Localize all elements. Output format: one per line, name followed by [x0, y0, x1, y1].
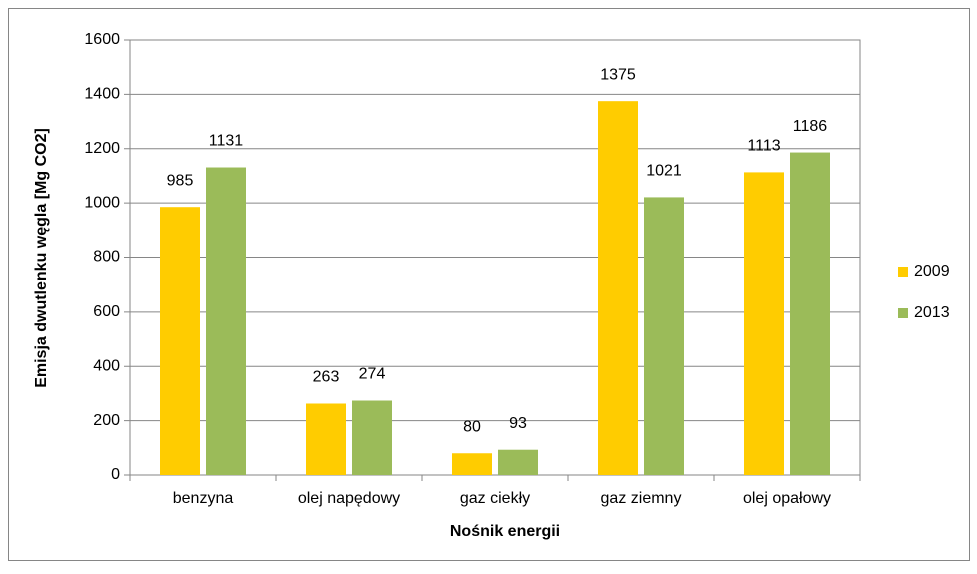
x-tick-label: gaz ziemny — [601, 490, 682, 507]
x-tick-label: benzyna — [173, 490, 234, 507]
y-tick-label: 1600 — [84, 31, 120, 48]
x-tick-label: gaz ciekły — [460, 490, 530, 507]
data-label: 1021 — [646, 163, 682, 180]
data-label: 1375 — [600, 66, 636, 83]
y-tick-label: 600 — [93, 303, 120, 320]
bar — [498, 449, 538, 475]
y-tick-label: 200 — [93, 412, 120, 429]
bar — [160, 207, 200, 475]
data-label: 1131 — [209, 133, 244, 150]
legend-label: 2013 — [914, 304, 950, 321]
data-label: 1186 — [793, 118, 828, 135]
bar — [352, 400, 392, 475]
legend-label: 2009 — [914, 263, 950, 280]
legend-swatch — [898, 267, 908, 277]
data-label: 263 — [313, 369, 340, 386]
y-tick-label: 800 — [93, 249, 120, 266]
y-tick-label: 400 — [93, 357, 120, 374]
bar — [598, 101, 638, 475]
data-label: 80 — [463, 418, 481, 435]
data-label: 93 — [509, 415, 527, 432]
bar — [790, 152, 830, 475]
bar — [206, 167, 246, 475]
x-axis-title: Nośnik energii — [450, 523, 560, 540]
y-tick-label: 1200 — [84, 140, 120, 157]
bar — [452, 453, 492, 475]
y-tick-label: 1400 — [84, 86, 120, 103]
bar — [744, 172, 784, 475]
bar — [306, 403, 346, 475]
x-tick-label: olej napędowy — [298, 490, 400, 507]
y-tick-label: 0 — [111, 466, 120, 483]
data-label: 274 — [359, 366, 386, 383]
y-axis-title: Emisja dwutlenku węgla [Mg CO2] — [33, 128, 50, 388]
legend-swatch — [898, 308, 908, 318]
data-label: 1113 — [747, 138, 780, 155]
y-tick-label: 1000 — [84, 194, 120, 211]
x-tick-label: olej opałowy — [743, 490, 831, 507]
data-label: 985 — [167, 172, 194, 189]
bar — [644, 197, 684, 475]
